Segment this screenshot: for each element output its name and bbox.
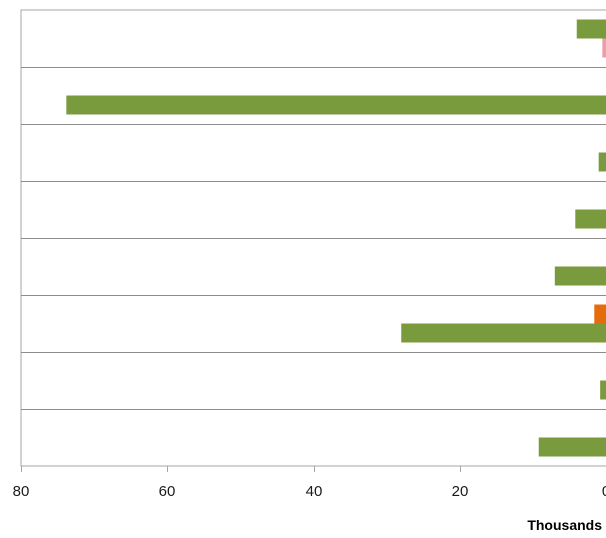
x-tick-label: 80 [13,483,30,500]
x-tick-label: 40 [306,483,323,500]
bar-row-3-lower [575,209,606,229]
bar-row-7-lower [538,437,606,457]
x-axis-ticks [21,466,461,472]
x-axis-tick-labels: 80 60 40 20 0 [13,483,606,500]
bar-row-6-lower [600,380,606,400]
bar-row-1-lower [66,95,606,115]
gridlines [21,67,606,410]
x-tick-label: 0 [602,483,606,500]
bar-row-0-lower [602,38,606,58]
bars [66,19,606,457]
x-axis-title: Thousands [527,517,602,533]
x-tick-label: 60 [159,483,176,500]
bar-row-5-upper [594,304,606,324]
bar-row-2-lower [598,152,606,172]
bar-row-4-lower [554,266,606,286]
bar-row-0-upper [576,19,606,39]
bar-row-5-lower [401,323,606,343]
x-tick-label: 20 [452,483,469,500]
